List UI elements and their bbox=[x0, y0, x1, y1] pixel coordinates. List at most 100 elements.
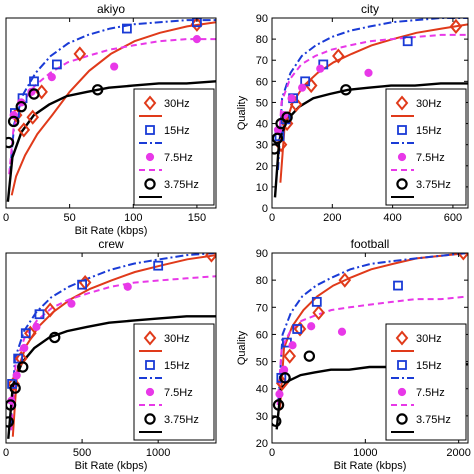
legend-label: 30Hz bbox=[416, 333, 442, 345]
chart-panel-akiyo: akiyo 0 50 100 150 Bit Rate (kbps) 30Hz 15Hz 7.5… bbox=[3, 2, 217, 237]
axes-frame bbox=[5, 17, 217, 209]
x-tick-label: 1000 bbox=[146, 447, 170, 459]
y-tick-label: 40 bbox=[256, 384, 268, 396]
data-point-15Hz bbox=[292, 324, 303, 334]
data-point-3.75Hz bbox=[281, 111, 293, 123]
data-point-3.75Hz bbox=[272, 399, 285, 411]
data-point-7.5Hz bbox=[20, 343, 29, 353]
data-point-30Hz bbox=[338, 272, 352, 288]
legend-label: 3.75Hz bbox=[416, 414, 451, 426]
data-point-30Hz bbox=[304, 77, 318, 94]
data-point-3.75Hz bbox=[17, 361, 29, 373]
chart-title: football bbox=[351, 237, 390, 251]
data-point-30Hz bbox=[332, 48, 345, 64]
data-point-30Hz bbox=[449, 18, 463, 35]
y-tick-label: 60 bbox=[256, 329, 268, 341]
legend-marker-7.5Hz bbox=[397, 387, 407, 397]
data-point-7.5Hz bbox=[12, 371, 21, 380]
x-tick-label: 400 bbox=[383, 212, 401, 224]
fit-curve-7.5Hz bbox=[276, 295, 468, 406]
x-tick-label: 200 bbox=[323, 212, 341, 224]
legend-label: 7.5Hz bbox=[164, 152, 193, 164]
legend-label: 15Hz bbox=[416, 360, 442, 372]
data-point-7.5Hz bbox=[287, 94, 296, 103]
data-point-7.5Hz bbox=[337, 327, 347, 336]
data-point-7.5Hz bbox=[316, 64, 325, 73]
chart-title: city bbox=[361, 2, 379, 16]
x-tick-label: 2000 bbox=[446, 447, 470, 459]
data-point-7.5Hz bbox=[288, 341, 297, 350]
x-axis-label: Bit Rate (kbps) bbox=[75, 225, 148, 237]
y-tick-label: 30 bbox=[256, 411, 268, 423]
data-point-30Hz bbox=[293, 321, 307, 337]
data-point-30Hz bbox=[312, 305, 325, 321]
data-point-15Hz bbox=[402, 36, 413, 47]
data-point-30Hz bbox=[457, 253, 468, 261]
data-point-3.75Hz bbox=[275, 117, 287, 130]
legend-marker-3.75Hz bbox=[144, 413, 156, 425]
y-tick-label: 50 bbox=[256, 97, 268, 109]
data-point-15Hz bbox=[13, 353, 24, 364]
data-point-3.75Hz bbox=[28, 88, 40, 100]
legend-label: 30Hz bbox=[416, 98, 442, 110]
x-axis-label: Bit Rate (kbps) bbox=[75, 460, 148, 472]
legend-label: 3.75Hz bbox=[164, 179, 199, 191]
y-tick-label: 30 bbox=[256, 140, 268, 152]
legend-box bbox=[385, 323, 467, 441]
data-point-15Hz bbox=[153, 260, 164, 271]
data-point-7.5Hz bbox=[275, 390, 284, 399]
data-point-7.5Hz bbox=[110, 62, 119, 71]
chart-panel-city: city 0 200 400 600 0 10 20 30 40 50 60 70 80 90 Quality… bbox=[236, 2, 469, 224]
plot-area bbox=[272, 18, 468, 198]
y-tick-label: 40 bbox=[256, 119, 268, 131]
legend-marker-3.75Hz bbox=[396, 178, 408, 190]
data-point-7.5Hz bbox=[123, 282, 132, 291]
y-tick-label: 50 bbox=[256, 357, 268, 369]
x-tick-label: 1000 bbox=[353, 447, 377, 459]
data-point-15Hz bbox=[52, 59, 62, 70]
data-point-15Hz bbox=[393, 280, 403, 291]
plot-area bbox=[6, 253, 216, 439]
legend-label: 3.75Hz bbox=[164, 414, 199, 426]
data-point-3.75Hz bbox=[303, 350, 316, 362]
legend: 30Hz 15Hz 7.5Hz 3.75Hz bbox=[133, 323, 215, 441]
x-tick-label: 0 bbox=[269, 447, 275, 459]
legend-marker-7.5Hz bbox=[397, 152, 407, 162]
legend-label: 7.5Hz bbox=[164, 387, 193, 399]
fit-curve-15Hz bbox=[277, 253, 468, 400]
legend-marker-7.5Hz bbox=[145, 387, 155, 397]
legend-marker-3.75Hz bbox=[144, 178, 156, 190]
data-point-3.75Hz bbox=[272, 415, 282, 427]
chart-title: akiyo bbox=[97, 2, 125, 16]
y-tick-label: 70 bbox=[256, 55, 268, 67]
legend-marker-3.75Hz bbox=[396, 413, 408, 425]
x-tick-label: 150 bbox=[188, 212, 206, 224]
data-point-15Hz bbox=[122, 23, 132, 34]
legend-marker-30Hz bbox=[395, 95, 409, 111]
y-tick-label: 20 bbox=[256, 438, 268, 450]
fit-curve-30Hz bbox=[10, 21, 216, 196]
data-point-15Hz bbox=[29, 76, 39, 87]
legend-label: 15Hz bbox=[416, 125, 442, 137]
data-point-30Hz bbox=[17, 122, 31, 138]
plot-area bbox=[6, 18, 216, 202]
data-point-30Hz bbox=[26, 109, 40, 125]
data-point-30Hz bbox=[43, 302, 57, 318]
x-tick-label: 600 bbox=[444, 212, 462, 224]
data-point-3.75Hz bbox=[272, 132, 284, 145]
y-axis-label: Quality bbox=[236, 330, 248, 365]
legend: 30Hz 15Hz 7.5Hz 3.75Hz bbox=[385, 323, 467, 441]
chart-panel-football: football 0 1000 2000 20 30 40 50 60 70 80 90 Bit Rat… bbox=[236, 237, 471, 472]
data-point-15Hz bbox=[311, 296, 322, 307]
y-tick-label: 10 bbox=[256, 182, 268, 194]
data-point-30Hz bbox=[73, 46, 87, 62]
legend-label: 7.5Hz bbox=[416, 152, 445, 164]
data-point-7.5Hz bbox=[32, 322, 41, 331]
legend-box bbox=[385, 88, 467, 206]
legend: 30Hz 15Hz 7.5Hz 3.75Hz bbox=[385, 88, 467, 206]
legend-marker-30Hz bbox=[143, 330, 157, 346]
data-point-3.75Hz bbox=[6, 136, 15, 149]
data-point-30Hz bbox=[35, 84, 48, 100]
fit-curve-7.5Hz bbox=[8, 38, 216, 175]
